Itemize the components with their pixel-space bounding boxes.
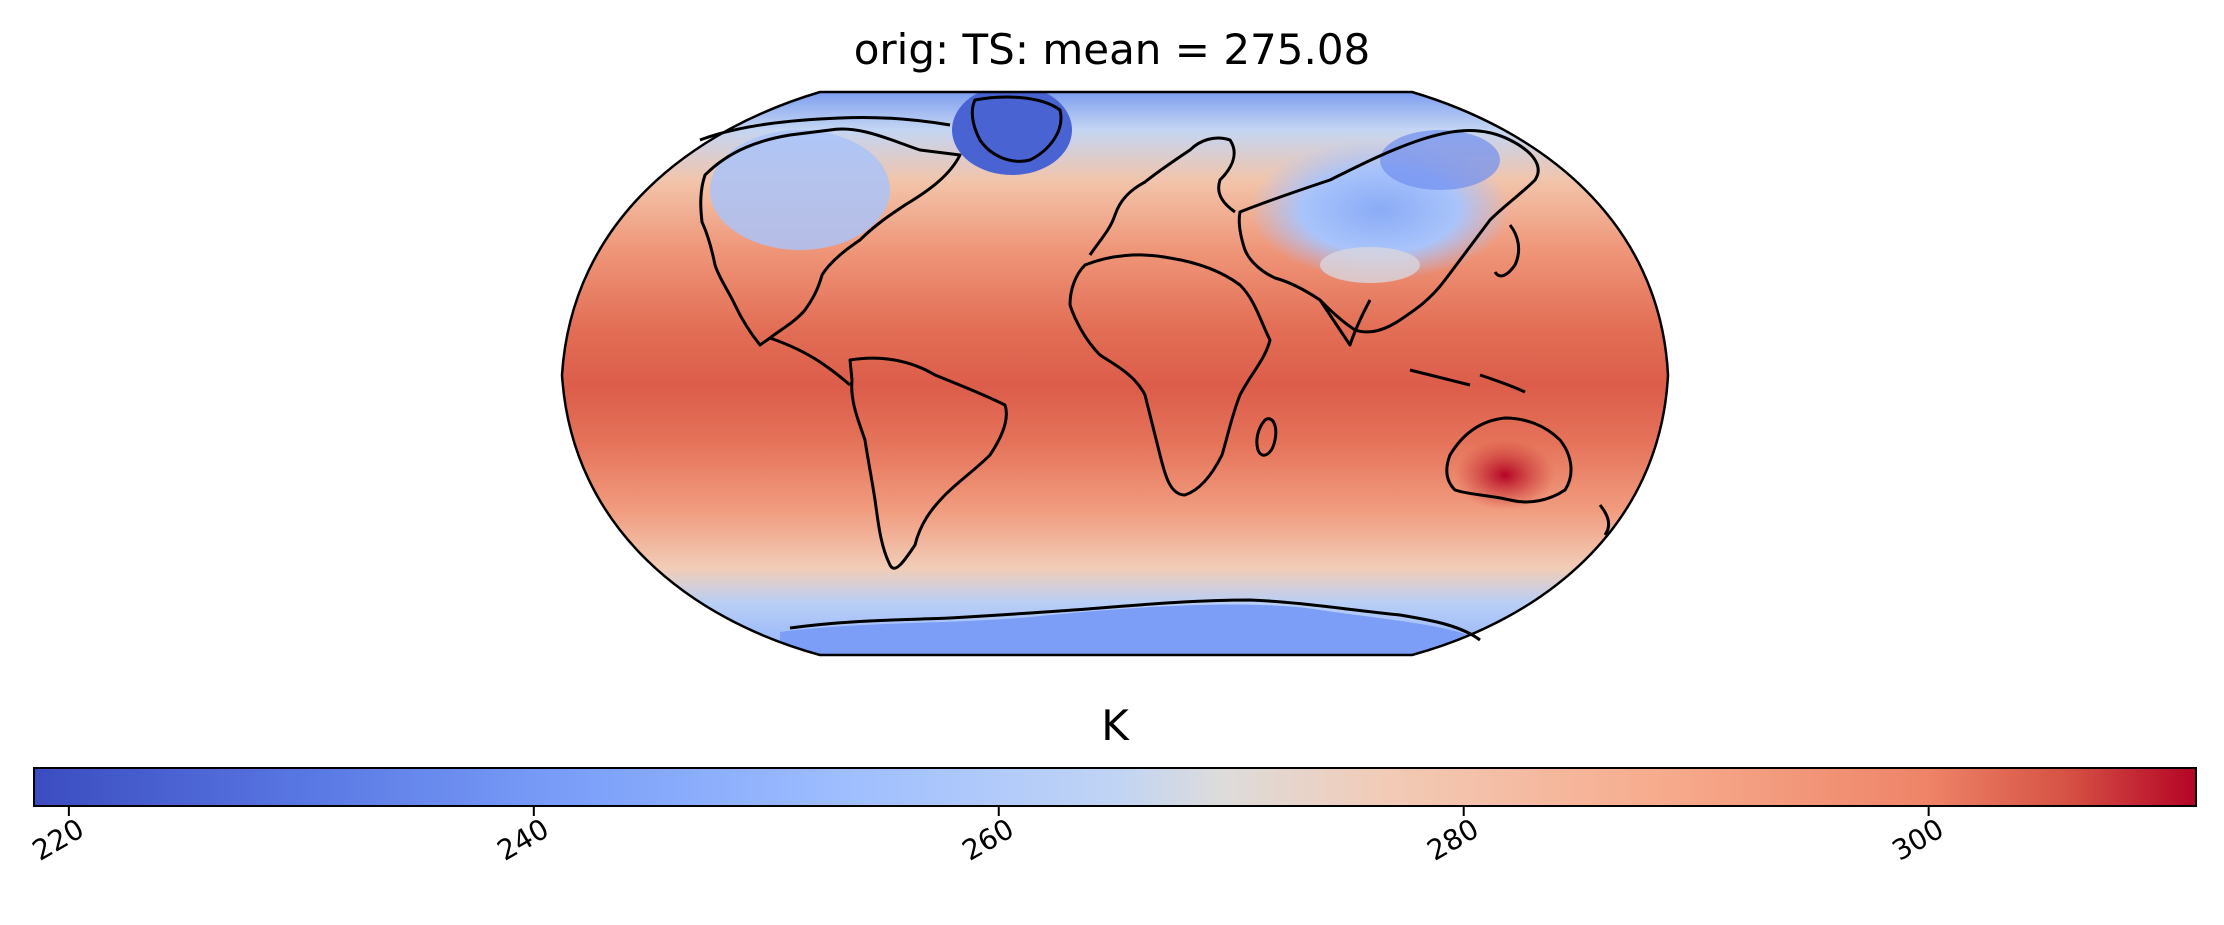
colorbar-tick-label: 300 xyxy=(1887,812,1950,867)
colorbar-tick-label: 240 xyxy=(492,812,555,867)
coastline-indonesia xyxy=(1409,368,1526,394)
coastline-asia xyxy=(1237,129,1540,334)
world-map xyxy=(560,90,1670,657)
coastline-central-america xyxy=(769,336,851,387)
coastline-north-america xyxy=(699,127,962,347)
coastline-japan xyxy=(1493,224,1521,278)
colorbar-tick-label: 280 xyxy=(1422,812,1485,867)
coastline-europe xyxy=(1088,136,1236,256)
coastline-madagascar xyxy=(1255,417,1278,457)
coastline-india xyxy=(1318,299,1372,347)
colorbar-tick-label: 220 xyxy=(27,812,90,867)
globe-outline xyxy=(560,90,1670,657)
coastline-south-america xyxy=(848,356,1008,570)
coastline-new-zealand xyxy=(1598,504,1611,536)
coastline-greenland xyxy=(970,95,1063,163)
colorbar-ticks: 220 240 260 280 300 xyxy=(27,806,1950,867)
colorbar: 220 240 260 280 300 xyxy=(27,767,2197,867)
coastlines xyxy=(699,95,1611,642)
map-title: orig: TS: mean = 275.08 xyxy=(854,25,1371,74)
coastline-arctic-islands xyxy=(699,115,951,142)
coastline-antarctica xyxy=(789,598,1481,642)
colorbar-gradient xyxy=(33,767,2197,807)
colorbar-label: K xyxy=(1101,701,1130,750)
colorbar-tick-label: 260 xyxy=(957,812,1020,867)
temperature-field xyxy=(562,92,1668,655)
coastline-africa xyxy=(1068,253,1272,497)
coastline-australia xyxy=(1445,416,1573,504)
